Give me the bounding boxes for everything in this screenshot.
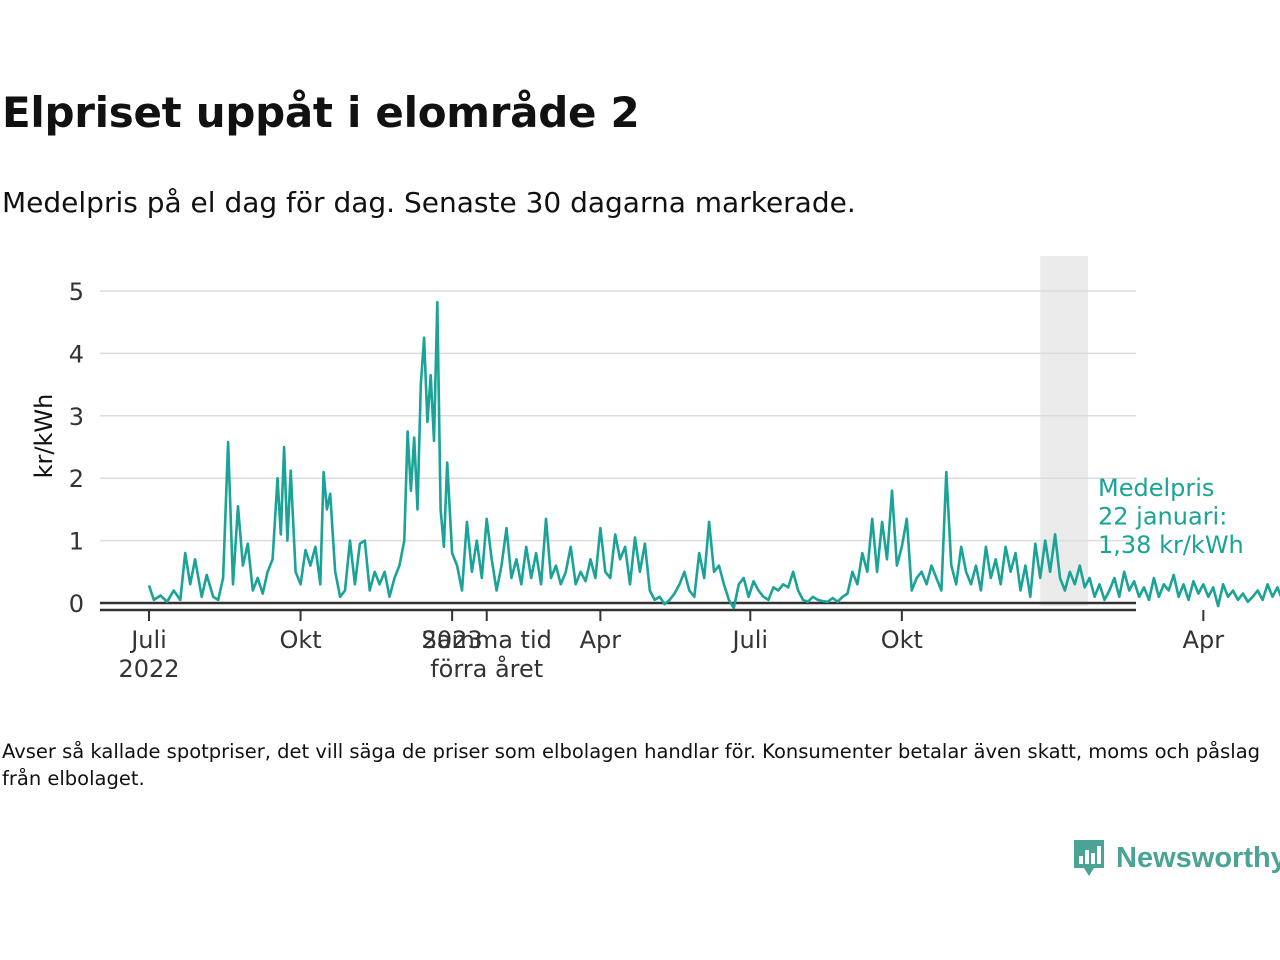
- x-tick-label: 2022: [118, 655, 179, 683]
- chart-title: Elpriset uppåt i elområde 2: [2, 88, 640, 137]
- y-tick-label: 2: [69, 465, 84, 493]
- x-tick-label: förra året: [430, 654, 543, 683]
- x-tick-label: Okt: [881, 626, 923, 654]
- y-tick-label: 1: [69, 528, 84, 556]
- annotation-line: 1,38 kr/kWh: [1098, 531, 1244, 559]
- y-axis-label: kr/kWh: [30, 394, 58, 479]
- annotation-line: Medelpris: [1098, 474, 1214, 502]
- highlight-period-0: [1040, 256, 1088, 606]
- x-tick-label: Juli: [129, 626, 167, 654]
- chart-subtitle: Medelpris på el dag för dag. Senaste 30 …: [2, 186, 856, 219]
- gridlines: [100, 290, 1136, 542]
- x-tick-label: Okt: [279, 626, 321, 654]
- annotation-line: 22 januari:: [1098, 503, 1227, 531]
- newsworthy-logo-icon: [1074, 840, 1104, 876]
- y-tick-label: 5: [69, 278, 84, 306]
- logo-text: Newsworthy: [1116, 841, 1280, 874]
- highlight-periods: [1040, 256, 1088, 606]
- x-tick-label: 2023: [422, 626, 483, 654]
- x-tick-label: Apr: [1183, 626, 1225, 654]
- footnote: Avser så kallade spotpriser, det vill sä…: [2, 740, 1261, 790]
- y-tick-label: 0: [69, 590, 84, 618]
- y-tick-label: 4: [69, 340, 84, 368]
- x-tick-label: Juli: [730, 626, 768, 654]
- newsworthy-logo[interactable]: Newsworthy: [1072, 838, 1280, 878]
- y-axis-ticks: 0 1 2 3 4 5: [69, 278, 84, 618]
- series-lines: [147, 300, 1280, 610]
- x-tick-label: Samma tid: [422, 626, 552, 654]
- x-tick-label: Apr: [580, 626, 622, 654]
- series-line-0: [147, 300, 1280, 610]
- y-tick-label: 3: [69, 403, 84, 431]
